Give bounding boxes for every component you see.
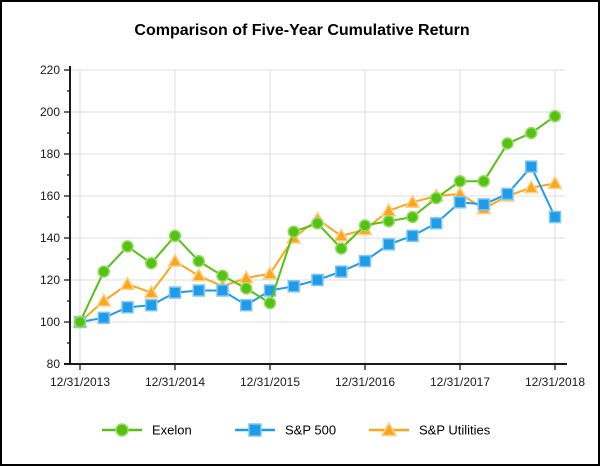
sp500-point — [121, 301, 134, 314]
sp500-marker-icon — [248, 423, 262, 437]
exelon-point — [145, 256, 158, 270]
sputilities-point — [143, 284, 160, 299]
sp500-point — [358, 254, 372, 268]
sputilities-legend-label: S&P Utilities — [419, 423, 491, 438]
legend-item-sp500: S&P 500 — [235, 423, 336, 438]
chart-title: Comparison of Five-Year Cumulative Retur… — [134, 22, 469, 39]
exelon-point — [477, 175, 490, 188]
exelon-point — [192, 254, 205, 268]
x-tick-label: 12/31/2014 — [145, 375, 205, 389]
sp500-point — [311, 273, 324, 287]
exelon-point — [501, 137, 514, 150]
legend-item-sputilities: S&P Utilities — [369, 421, 491, 438]
exelon-point — [121, 240, 134, 253]
sputilities-point — [95, 292, 112, 307]
exelon-point — [97, 265, 110, 278]
y-tick-label: 140 — [40, 231, 60, 245]
x-tick-label: 12/31/2013 — [50, 375, 110, 389]
sp500-point — [406, 229, 419, 243]
exelon-point — [216, 269, 229, 283]
sputilities-point — [547, 175, 563, 190]
exelon-point — [240, 282, 253, 295]
exelon-point — [525, 126, 538, 140]
sp500-point — [240, 298, 253, 312]
sp500-point — [430, 217, 443, 230]
y-tick-label: 160 — [40, 189, 60, 203]
sp500-point — [477, 198, 490, 211]
exelon-point — [358, 219, 372, 232]
exelon-point — [287, 225, 300, 238]
sputilities-point — [333, 227, 350, 242]
sputilities-point — [167, 253, 183, 267]
sp500-line — [79, 165, 556, 323]
x-tick-label: 12/31/2016 — [335, 375, 395, 389]
sp500-point — [335, 265, 348, 278]
x-tick-label: 12/31/2018 — [525, 375, 585, 389]
x-tick-label: 12/31/2017 — [430, 375, 490, 389]
y-tick-label: 220 — [40, 63, 60, 77]
exelon-point — [430, 191, 443, 205]
sputilities-point — [262, 265, 278, 280]
x-tick-label: 12/31/2015 — [240, 375, 300, 389]
legend: Exelon S&P 500 S&P Utilities — [102, 421, 491, 438]
exelon-point — [548, 109, 562, 123]
y-tick-label: 120 — [40, 273, 60, 287]
y-tick-label: 100 — [40, 315, 60, 329]
sp500-point — [192, 284, 205, 297]
sp500-point — [382, 238, 395, 251]
axis-layer: 80 100 120 140 160 180 200 220 12/31/2013 12/31/2… — [40, 63, 585, 389]
series-layer — [72, 109, 563, 329]
exelon-marker-icon — [115, 423, 129, 437]
sp500-point — [97, 311, 110, 325]
sp500-point — [263, 284, 277, 297]
y-tick-label: 80 — [47, 357, 61, 371]
sputilities-point — [119, 276, 136, 290]
exelon-point — [406, 210, 419, 224]
sputilities-point — [523, 179, 540, 194]
exelon-point — [382, 214, 395, 228]
sp500-point — [453, 196, 467, 209]
exelon-point — [168, 229, 182, 243]
sp500-point — [216, 284, 229, 297]
legend-item-exelon: Exelon — [102, 423, 192, 438]
exelon-legend-label: Exelon — [152, 423, 192, 438]
sputilities-point — [404, 194, 421, 209]
sp500-point — [145, 298, 158, 312]
sp500-point — [168, 286, 182, 299]
sp500-point — [525, 160, 538, 173]
exelon-point — [73, 315, 87, 329]
sp500-legend-label: S&P 500 — [285, 423, 336, 438]
exelon-point — [263, 296, 277, 310]
sp500-point — [501, 187, 514, 201]
exelon-point — [453, 175, 467, 188]
sputilities-point — [190, 267, 207, 282]
y-tick-label: 200 — [40, 105, 60, 119]
sp500-point — [548, 210, 562, 224]
exelon-point — [335, 242, 348, 255]
y-tick-label: 180 — [40, 147, 60, 161]
sputilities-marker-icon — [380, 421, 398, 437]
exelon-point — [311, 217, 324, 230]
sp500-point — [287, 280, 300, 293]
